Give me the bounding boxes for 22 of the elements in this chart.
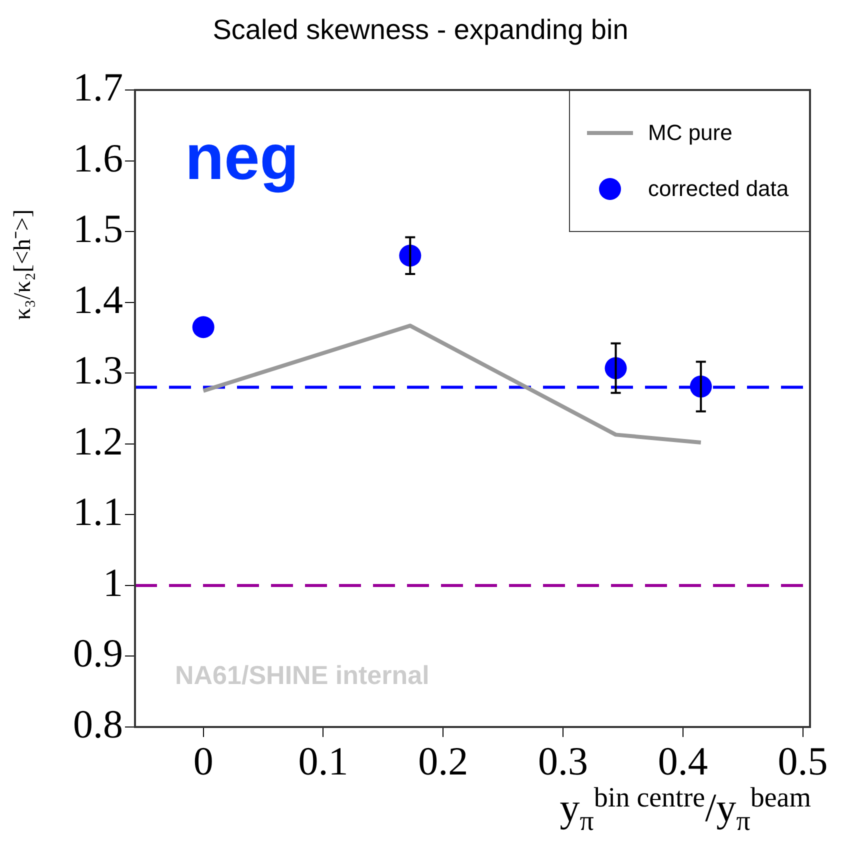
y-tick-label: 1.1 (73, 489, 123, 534)
y-tick-label: 0.8 (73, 702, 123, 746)
legend-label: MC pure (648, 120, 732, 146)
y-tick-label: 1.2 (73, 418, 123, 464)
y-tick-label: 0.9 (73, 630, 123, 676)
legend-label: corrected data (648, 176, 789, 202)
chart-title: Scaled skewness - expanding bin (212, 14, 630, 46)
y-axis-title: κ₃/κ₂[<h⁻>] (9, 209, 37, 320)
annotation: neg (185, 120, 299, 194)
point (192, 316, 214, 338)
y-tick-label: 1.6 (73, 135, 123, 180)
x-tick-label: 0.5 (778, 738, 828, 784)
x-tick-label: 0 (193, 738, 214, 784)
x-tick-label: 0.2 (418, 738, 468, 784)
y-tick-label: 1.5 (73, 206, 123, 252)
y-tick-label: 1.7 (73, 64, 123, 110)
y-tick-label: 1.3 (73, 348, 123, 393)
x-tick-label: 0.1 (298, 738, 348, 784)
y-tick-label: 1 (103, 560, 123, 605)
y-tick-label: 1.4 (73, 276, 123, 322)
x-tick-label: 0.4 (658, 738, 708, 784)
x-tick-label: 0.3 (538, 738, 588, 784)
